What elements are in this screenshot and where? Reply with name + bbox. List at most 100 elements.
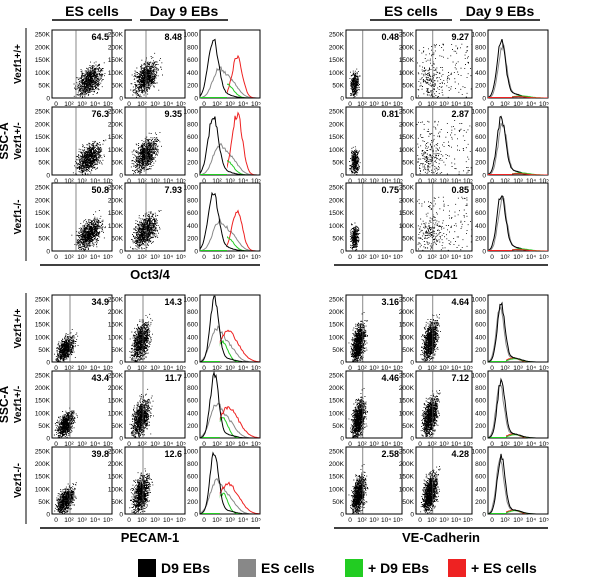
scatter-es-3-2-percentage: 2.58 — [381, 449, 399, 459]
scatter-eb-3-0-ytick: 0 — [410, 360, 414, 367]
scatter-eb-0-1-ytick: 150K — [108, 134, 124, 141]
histogram-2-1-curve — [219, 405, 260, 438]
scatter-eb-1-1-xtick: 10⁵ — [463, 178, 473, 185]
scatter-eb-2-1-ytick: 250K — [108, 373, 124, 380]
histogram-0-0-ytick: 600 — [187, 57, 198, 64]
scatter-es-1-0-xtick: 0 — [348, 101, 352, 108]
histogram-3-0-ytick: 600 — [475, 322, 486, 329]
scatter-es-1-1-ytick: 150K — [329, 134, 345, 141]
scatter-es-1-1-dots — [349, 146, 361, 175]
histogram-1-1-curve — [512, 173, 548, 175]
scatter-eb-3-1-percentage: 7.12 — [451, 373, 469, 383]
scatter-es-0-2-xtick: 0 — [54, 254, 58, 261]
histogram-2-2: 0 200 400 600 800 1000 0 10² 10³ 10⁴ 10⁵ — [184, 446, 261, 524]
scatter-eb-1-1: 2.87 0 50K 100K 150K 200K 250K 0 10² 10³ 10⁴ 10⁵ — [399, 106, 473, 185]
scatter-es-2-2-xtick: 10⁴ — [90, 517, 100, 524]
scatter-es-3-2-ytick: 150K — [329, 474, 345, 481]
histogram-1-0-frame — [487, 29, 549, 99]
scatter-eb-1-1-ytick: 0 — [410, 173, 414, 180]
scatter-es-0-0-xtick: 10⁴ — [90, 101, 100, 108]
histogram-2-1-xtick: 0 — [202, 441, 206, 448]
scatter-es-3-0-xtick: 10³ — [369, 365, 379, 372]
scatter-es-3-0-dots — [348, 311, 368, 362]
histogram-1-2-curve — [487, 195, 548, 252]
histogram-2-0-ytick: 800 — [187, 309, 198, 316]
scatter-eb-1-0-frame — [415, 29, 473, 99]
scatter-eb-1-1-percentage: 2.87 — [451, 109, 469, 119]
scatter-eb-0-2-xtick: 10⁵ — [176, 254, 186, 261]
histogram-2-1-ytick: 600 — [187, 398, 198, 405]
scatter-eb-3-1-xtick: 10⁴ — [451, 441, 461, 448]
scatter-eb-0-2-percentage: 7.93 — [164, 185, 182, 195]
scatter-eb-1-2: 0.85 0 50K 100K 150K 200K 250K 0 10² 10³ 10⁴ 10⁵ — [399, 182, 473, 261]
scatter-es-0-1-ytick: 150K — [35, 134, 51, 141]
scatter-eb-1-0-xtick: 0 — [418, 101, 422, 108]
histogram-1-0-xtick: 10² — [500, 101, 510, 108]
scatter-eb-0-0-dots — [130, 52, 163, 98]
histogram-0-2-curve — [227, 209, 260, 251]
histogram-1-1-ytick: 600 — [475, 134, 486, 141]
scatter-es-1-0-ytick: 200K — [329, 44, 345, 51]
scatter-eb-0-0-percentage: 8.48 — [164, 32, 182, 42]
scatter-es-2-0-xtick: 10³ — [77, 365, 87, 372]
genotype-label: Vezf1+/- — [13, 122, 24, 160]
histogram-1-2-ytick: 600 — [475, 210, 486, 217]
scatter-es-1-0-percentage: 0.48 — [381, 32, 399, 42]
histogram-0-0-curve — [199, 38, 260, 99]
scatter-eb-0-1-ytick: 200K — [108, 121, 124, 128]
scatter-eb-1-0-xtick: 10⁵ — [463, 101, 473, 108]
scatter-eb-3-2-percentage: 4.28 — [451, 449, 469, 459]
histogram-1-0: 0 200 400 600 800 1000 0 10² 10³ 10⁴ 10⁵ — [472, 29, 549, 108]
histogram-1-0-xtick: 10⁴ — [526, 101, 536, 108]
header-day9-ebs-left: Day 9 EBs — [150, 3, 219, 19]
scatter-es-3-1-dots — [348, 387, 368, 438]
scatter-eb-3-1-xtick: 10³ — [439, 441, 449, 448]
histogram-3-1-xtick: 10⁴ — [526, 441, 536, 448]
histogram-0-2-xtick: 10³ — [225, 254, 235, 261]
scatter-es-0-2-frame — [51, 182, 113, 252]
scatter-eb-1-1-ytick: 200K — [399, 121, 415, 128]
histogram-0-2-ytick: 400 — [187, 223, 198, 230]
scatter-es-2-1-xtick: 0 — [54, 441, 58, 448]
scatter-eb-2-1-xtick: 10⁵ — [176, 441, 186, 448]
scatter-es-0-2-xtick: 10⁵ — [103, 254, 113, 261]
scatter-eb-0-1-xtick: 10² — [137, 178, 147, 185]
histogram-3-1-ytick: 1000 — [472, 373, 487, 380]
scatter-eb-3-1-ytick: 100K — [399, 410, 415, 417]
scatter-es-0-1-percentage: 76.3 — [91, 109, 109, 119]
scatter-eb-1-2-xtick: 10⁴ — [451, 254, 461, 261]
scatter-es-3-2-xtick: 10⁵ — [393, 517, 403, 524]
scatter-eb-1-1-ytick: 50K — [402, 160, 414, 167]
header-day9-ebs-right: Day 9 EBs — [466, 3, 535, 19]
scatter-eb-3-0-ytick: 50K — [402, 347, 414, 354]
scatter-eb-3-1: 7.12 0 50K 100K 150K 200K 250K 0 10² 10³ 10⁴ 10⁵ — [399, 370, 473, 448]
histogram-0-2-curve — [227, 235, 260, 251]
scatter-es-2-0-ytick: 100K — [35, 334, 51, 341]
histogram-2-1-ytick: 200 — [187, 423, 198, 430]
scatter-eb-2-0-xtick: 10² — [137, 365, 147, 372]
scatter-eb-0-1-dots — [130, 131, 162, 175]
scatter-es-3-1-xtick: 10⁵ — [393, 441, 403, 448]
scatter-eb-0-0-xtick: 10⁵ — [176, 101, 186, 108]
histogram-0-1-ytick: 0 — [194, 173, 198, 180]
histogram-0-0-xtick: 10² — [212, 101, 222, 108]
scatter-eb-1-0-xtick: 10² — [427, 101, 437, 108]
scatter-es-1-0-frame — [345, 29, 403, 99]
scatter-es-1-1-ytick: 250K — [329, 109, 345, 116]
histogram-1-1-ytick: 400 — [475, 147, 486, 154]
scatter-eb-1-2-xtick: 0 — [418, 254, 422, 261]
scatter-eb-2-2-percentage: 12.6 — [164, 449, 182, 459]
scatter-eb-0-2-dots — [130, 209, 162, 250]
histogram-1-1-curve — [487, 122, 548, 176]
scatter-es-3-0-ytick: 100K — [329, 334, 345, 341]
scatter-es-2-1-dots — [53, 407, 78, 438]
scatter-es-0-1-ytick: 100K — [35, 147, 51, 154]
scatter-eb-2-0: 14.3 0 50K 100K 150K 200K 250K 0 10² 10³ 10⁴ 10⁵ — [108, 294, 186, 372]
scatter-es-2-2-ytick: 100K — [35, 486, 51, 493]
scatter-es-3-1-ytick: 150K — [329, 398, 345, 405]
histogram-2-2-ytick: 600 — [187, 474, 198, 481]
scatter-eb-2-1-ytick: 0 — [119, 436, 123, 443]
scatter-es-3-0-ytick: 0 — [340, 360, 344, 367]
scatter-eb-1-0-ytick: 100K — [399, 70, 415, 77]
scatter-eb-3-2: 4.28 0 50K 100K 150K 200K 250K 0 10² 10³ 10⁴ 10⁵ — [399, 446, 473, 524]
